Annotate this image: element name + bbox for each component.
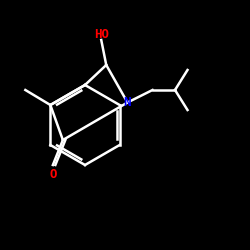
Text: N: N xyxy=(124,96,131,109)
Text: HO: HO xyxy=(94,28,109,42)
Text: O: O xyxy=(49,168,56,181)
